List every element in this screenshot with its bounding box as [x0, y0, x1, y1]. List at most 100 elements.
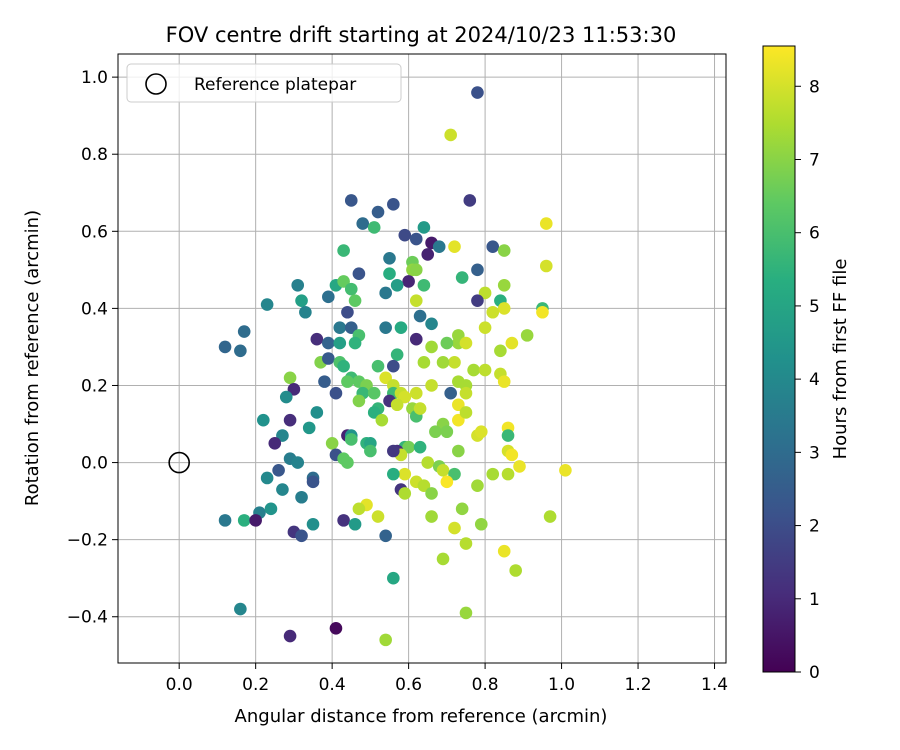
data-point [390, 348, 404, 361]
data-point [432, 240, 446, 254]
data-point [520, 329, 534, 342]
data-point [322, 336, 335, 350]
data-point [425, 487, 438, 500]
colorbar-tick-label: 5 [809, 297, 820, 317]
data-point [448, 356, 461, 369]
colorbar-gradient [762, 45, 796, 673]
data-point [364, 444, 377, 458]
data-point [559, 463, 572, 477]
data-point [471, 294, 484, 307]
data-point [436, 356, 450, 369]
data-point [379, 633, 392, 647]
data-point [440, 425, 454, 439]
data-point [295, 529, 308, 543]
data-point [409, 386, 423, 400]
plot-frame [117, 53, 727, 664]
data-points [218, 86, 572, 647]
data-point [234, 344, 247, 358]
data-point [398, 467, 412, 481]
data-point [459, 336, 473, 350]
data-point [379, 371, 392, 385]
data-point [367, 221, 381, 234]
data-point [543, 510, 557, 523]
data-point [348, 294, 362, 307]
data-point [425, 317, 438, 331]
colorbar: 0 1 2 3 4 5 6 7 8 Hours from first FF file [762, 45, 851, 683]
data-point [387, 467, 400, 481]
data-point [459, 406, 473, 419]
data-point [497, 544, 511, 558]
data-point [409, 263, 423, 277]
data-point [402, 275, 415, 288]
colorbar-ticks: 0 1 2 3 4 5 6 7 8 [795, 77, 820, 683]
data-point [459, 537, 473, 550]
data-point [409, 332, 423, 346]
data-point [276, 483, 289, 496]
x-axis-label: Angular distance from reference (arcmin) [235, 706, 608, 727]
data-point [257, 413, 270, 427]
data-point [394, 321, 408, 334]
data-point [497, 278, 511, 292]
data-point [375, 413, 389, 427]
legend: Reference platepar [126, 63, 402, 103]
data-point [264, 502, 278, 516]
data-point [448, 240, 461, 254]
data-point [486, 467, 500, 481]
data-point [337, 275, 350, 288]
colorbar-tick-label: 8 [809, 77, 820, 97]
data-point [494, 344, 507, 358]
data-point [344, 321, 358, 334]
data-point [409, 232, 423, 246]
data-point [478, 321, 492, 334]
data-point [448, 467, 461, 481]
data-point [260, 471, 274, 485]
data-point [344, 194, 358, 207]
legend-entry-reference: Reference platepar [194, 75, 356, 95]
chart-title: FOV centre drift starting at 2024/10/23 … [166, 23, 677, 47]
data-point [425, 379, 438, 392]
data-point [383, 251, 396, 265]
data-point [452, 444, 465, 458]
reference-platepar-marker [168, 451, 190, 474]
data-point [352, 267, 366, 281]
data-point [341, 375, 354, 388]
data-point [295, 294, 308, 307]
data-point [344, 433, 358, 446]
y-tick-label: 1.0 [81, 68, 108, 88]
data-point [310, 332, 324, 346]
data-point [474, 425, 488, 439]
data-point [409, 294, 423, 307]
data-point [474, 517, 488, 531]
data-point [237, 325, 251, 338]
data-point [421, 456, 435, 469]
data-point [455, 271, 469, 284]
y-tick-label: 0.6 [81, 222, 108, 242]
data-point [471, 86, 484, 99]
data-point [398, 228, 412, 242]
data-point [348, 336, 362, 350]
data-point [299, 305, 312, 319]
x-tick-label: 0.0 [166, 675, 193, 695]
data-point [283, 629, 297, 643]
data-point [413, 440, 427, 454]
data-point [287, 383, 301, 396]
data-point [390, 278, 404, 292]
data-point [536, 305, 549, 319]
data-point [413, 309, 427, 323]
data-point [387, 198, 400, 211]
colorbar-tick-label: 3 [809, 443, 820, 463]
y-tick-label: −0.4 [67, 608, 108, 628]
data-point [333, 336, 347, 350]
data-point [471, 479, 484, 492]
data-point [413, 402, 427, 415]
data-point [302, 421, 316, 435]
data-point [306, 475, 320, 489]
data-point [283, 371, 297, 385]
data-point [497, 302, 511, 315]
data-point [398, 487, 412, 500]
data-point [237, 514, 251, 527]
x-tick-label: 1.4 [701, 675, 728, 695]
data-point [417, 479, 431, 492]
data-point [325, 436, 339, 450]
